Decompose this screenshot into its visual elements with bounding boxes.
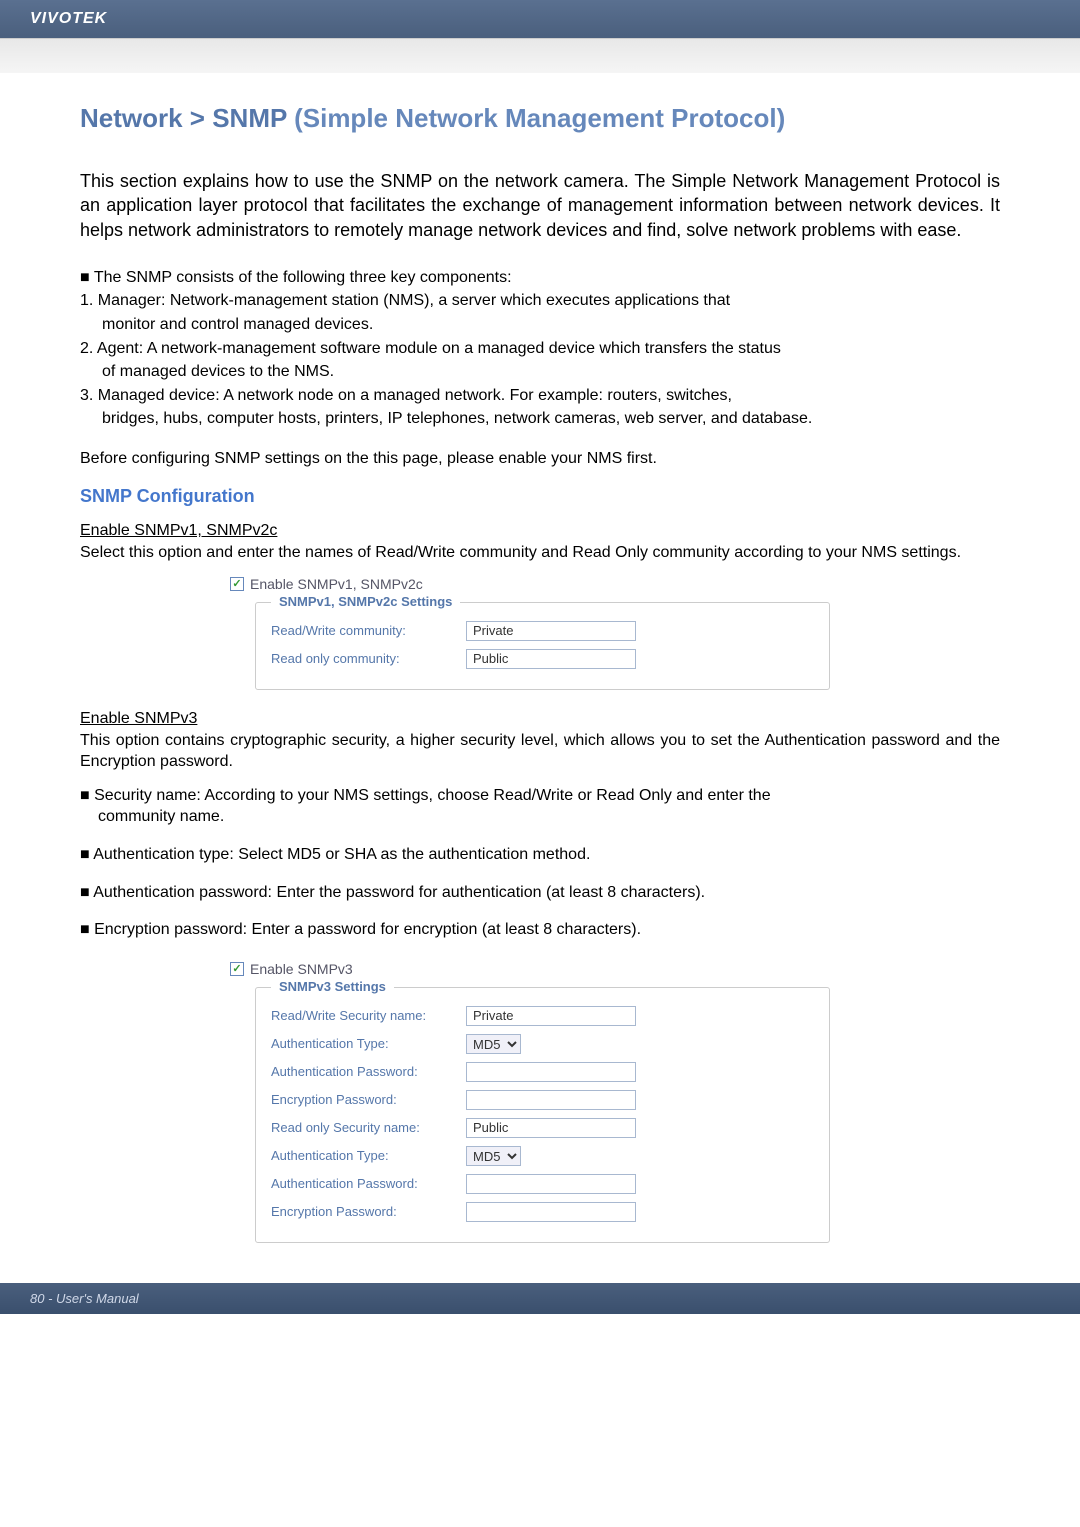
rw-secname-row: Read/Write Security name: [271,1006,814,1026]
ro-community-input[interactable] [466,649,636,669]
page-title: Network > SNMP (Simple Network Managemen… [80,103,1000,134]
encpass-label-1: Encryption Password: [271,1092,456,1107]
authpass-row-2: Authentication Password: [271,1174,814,1194]
component-1b: monitor and control managed devices. [80,314,1000,336]
encpass-input-2[interactable] [466,1202,636,1222]
rw-community-row: Read/Write community: [271,621,814,641]
component-3: 3. Managed device: A network node on a m… [80,385,1000,407]
ro-community-row: Read only community: [271,649,814,669]
v1v2c-heading: Enable SNMPv1, SNMPv2c [80,522,1000,540]
v3-bullet-list: ■ Security name: According to your NMS s… [80,785,1000,941]
v3-screenshot: ✓ Enable SNMPv3 SNMPv3 Settings Read/Wri… [230,961,830,1243]
authpass-input-1[interactable] [466,1062,636,1082]
v3-bullet-4: ■ Encryption password: Enter a password … [80,919,1000,941]
rw-community-label: Read/Write community: [271,623,456,638]
v3-legend: SNMPv3 Settings [271,979,394,994]
v3-bullet-3: ■ Authentication password: Enter the pas… [80,882,1000,904]
authpass-input-2[interactable] [466,1174,636,1194]
v3-bullet-1-line1: ■ Security name: According to your NMS s… [80,785,1000,807]
ro-secname-label: Read only Security name: [271,1120,456,1135]
content-area: Network > SNMP (Simple Network Managemen… [0,73,1080,1283]
encpass-input-1[interactable] [466,1090,636,1110]
rw-secname-label: Read/Write Security name: [271,1008,456,1023]
title-subtitle: (Simple Network Management Protocol) [294,103,785,133]
title-main: Network > SNMP [80,103,287,133]
authpass-label-2: Authentication Password: [271,1176,456,1191]
component-2b: of managed devices to the NMS. [80,361,1000,383]
encpass-row-1: Encryption Password: [271,1090,814,1110]
brand-text: VIVOTEK [30,10,107,27]
ro-secname-input[interactable] [466,1118,636,1138]
v1v2c-checkbox-label[interactable]: Enable SNMPv1, SNMPv2c [250,576,423,592]
v3-checkbox-row: ✓ Enable SNMPv3 [230,961,830,977]
ro-community-label: Read only community: [271,651,456,666]
authtype-label-1: Authentication Type: [271,1036,456,1051]
v1v2c-legend: SNMPv1, SNMPv2c Settings [271,594,460,609]
brand-header: VIVOTEK [0,0,1080,38]
components-list: ■ The SNMP consists of the following thr… [80,267,1000,430]
v3-checkbox-label[interactable]: Enable SNMPv3 [250,961,353,977]
rw-community-input[interactable] [466,621,636,641]
authpass-row-1: Authentication Password: [271,1062,814,1082]
before-config-note: Before configuring SNMP settings on the … [80,450,1000,468]
v1v2c-checkbox-row: ✓ Enable SNMPv1, SNMPv2c [230,576,830,592]
rw-secname-input[interactable] [466,1006,636,1026]
encpass-row-2: Encryption Password: [271,1202,814,1222]
components-intro: ■ The SNMP consists of the following thr… [80,267,1000,289]
snmp-config-heading: SNMP Configuration [80,486,1000,507]
authpass-label-1: Authentication Password: [271,1064,456,1079]
v1v2c-paragraph: Select this option and enter the names o… [80,542,1000,564]
authtype-select-1[interactable]: MD5 [466,1034,521,1054]
v3-paragraph: This option contains cryptographic secur… [80,730,1000,773]
authtype-label-2: Authentication Type: [271,1148,456,1163]
checkbox-icon[interactable]: ✓ [230,962,244,976]
page-footer: 80 - User's Manual [0,1283,1080,1314]
v3-bullet-1: ■ Security name: According to your NMS s… [80,785,1000,828]
footer-text: 80 - User's Manual [30,1291,139,1306]
v3-heading: Enable SNMPv3 [80,710,1000,728]
authtype-row-1: Authentication Type: MD5 [271,1034,814,1054]
v3-bullet-1-line2: community name. [80,806,1000,828]
component-3b: bridges, hubs, computer hosts, printers,… [80,408,1000,430]
v3-bullet-2: ■ Authentication type: Select MD5 or SHA… [80,844,1000,866]
v3-fieldset: SNMPv3 Settings Read/Write Security name… [255,987,830,1243]
checkbox-icon[interactable]: ✓ [230,577,244,591]
ro-secname-row: Read only Security name: [271,1118,814,1138]
authtype-row-2: Authentication Type: MD5 [271,1146,814,1166]
intro-paragraph: This section explains how to use the SNM… [80,169,1000,242]
component-2: 2. Agent: A network-management software … [80,338,1000,360]
v1v2c-screenshot: ✓ Enable SNMPv1, SNMPv2c SNMPv1, SNMPv2c… [230,576,830,690]
component-1: 1. Manager: Network-management station (… [80,290,1000,312]
v1v2c-fieldset: SNMPv1, SNMPv2c Settings Read/Write comm… [255,602,830,690]
header-divider [0,38,1080,73]
authtype-select-2[interactable]: MD5 [466,1146,521,1166]
encpass-label-2: Encryption Password: [271,1204,456,1219]
